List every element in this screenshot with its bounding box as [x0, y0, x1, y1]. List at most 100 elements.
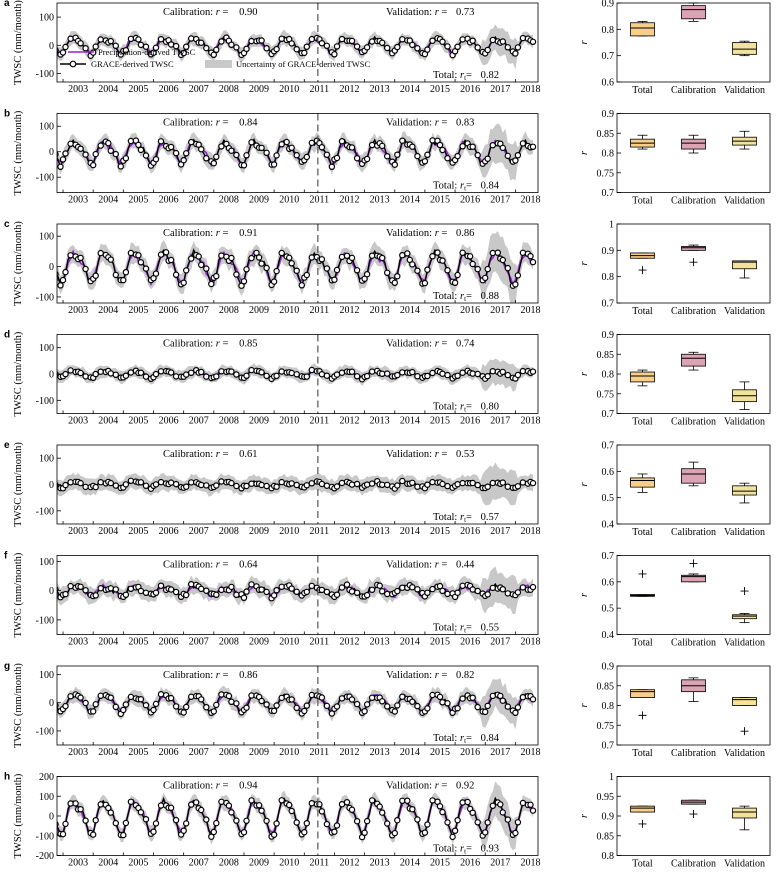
grace-point: [263, 588, 270, 596]
x-tick-label: 2008: [219, 84, 239, 95]
grace-point: [384, 152, 391, 160]
grace-point: [308, 800, 315, 807]
grace-point: [308, 254, 315, 261]
x-tick-label: 2013: [370, 305, 390, 316]
grace-point: [240, 278, 248, 285]
total-prefix: Total:: [433, 623, 460, 634]
grace-point: [273, 702, 280, 709]
calibration-prefix: Calibration:: [163, 228, 216, 239]
total-r-value: 0.84: [481, 181, 500, 192]
y-tick-label: 0: [49, 812, 54, 823]
grace-point: [187, 255, 195, 262]
x-tick-label: 2009: [249, 858, 269, 869]
grace-point: [172, 42, 180, 50]
total-r-label: Total: rt= 0.84: [433, 181, 500, 193]
grace-point: [343, 799, 351, 806]
calibration-prefix: Calibration:: [163, 339, 216, 350]
x-tick-label: 2005: [128, 84, 148, 95]
x-tick-label: 2017: [490, 84, 510, 95]
grace-point: [333, 703, 341, 710]
grace-point: [454, 817, 461, 824]
grace-point: [270, 161, 278, 168]
grace-point: [67, 35, 74, 42]
x-tick-label: 2009: [249, 637, 269, 648]
boxplot-b: 0.7 0.75 0.8 0.85 0.9 r Total Calibration Valida…: [579, 109, 771, 207]
r-symbol: r: [435, 560, 440, 571]
grace-point: [97, 36, 104, 43]
grace-point: [203, 155, 210, 162]
grace-point: [122, 701, 130, 708]
grace-point: [504, 816, 511, 823]
plot-area-g: [57, 678, 537, 730]
y-tick-label: 100: [39, 122, 54, 133]
y-tick-label: 0: [49, 41, 54, 52]
grace-point: [399, 36, 406, 43]
grace-point: [333, 591, 341, 598]
grace-point: [391, 161, 398, 168]
grace-point: [308, 480, 315, 487]
grace-point: [512, 157, 519, 164]
grace-point: [162, 249, 170, 256]
grace-point: [192, 799, 200, 806]
eq-sign: =: [439, 7, 450, 18]
box-y-tick-label: 0.8: [602, 851, 615, 862]
r-symbol: r: [216, 781, 221, 792]
plot-area-f: [57, 566, 537, 615]
grace-point: [331, 276, 338, 283]
box-outlier: [740, 587, 749, 596]
x-tick-label: 2015: [430, 305, 450, 316]
grace-point: [424, 481, 431, 488]
x-tick-label: 2007: [189, 195, 209, 206]
grace-point: [270, 831, 278, 838]
box-total: [630, 689, 655, 699]
grace-point: [213, 153, 220, 160]
grace-point: [529, 583, 537, 591]
total-r-label: Total: rt= 0.84: [433, 733, 500, 745]
r-symbol: r: [216, 7, 221, 18]
grace-point: [303, 373, 310, 380]
calibration-prefix: Calibration:: [163, 118, 216, 129]
box-category-label: Total: [632, 859, 653, 870]
grace-point: [233, 44, 240, 51]
box-y-tick-label: 0.9: [602, 109, 615, 120]
grace-point: [142, 373, 150, 380]
grace-point: [203, 587, 210, 594]
grace-point: [361, 708, 368, 715]
calibration-r-label: Calibration: r = 0.91: [163, 228, 257, 239]
grace-point: [225, 692, 233, 700]
boxplot-e: 0.4 0.5 0.6 0.7 r Total Calibration Validation: [579, 441, 771, 538]
total-r-value: 0.55: [481, 623, 499, 634]
grace-point: [157, 251, 165, 258]
box-y-tick-label: 0.9: [602, 662, 615, 673]
r-symbol: r: [435, 228, 440, 239]
eq-sign: =: [466, 512, 475, 523]
x-tick-label: 2017: [490, 637, 510, 648]
grace-point: [112, 271, 120, 279]
grace-point: [429, 585, 436, 593]
grace-point: [288, 144, 295, 151]
y-tick-label: -100: [36, 396, 54, 407]
box-category-label: Validation: [724, 417, 765, 428]
grace-point: [434, 249, 441, 256]
grace-point: [459, 249, 466, 256]
r-subscript: t: [464, 737, 466, 745]
calibration-r-value: 0.64: [239, 560, 258, 571]
grace-point: [459, 582, 466, 590]
grace-point: [353, 589, 361, 597]
grace-point: [57, 282, 64, 289]
x-tick-label: 2004: [98, 747, 118, 758]
box-ylabel: r: [579, 371, 590, 376]
x-tick-label: 2013: [370, 526, 390, 537]
grace-point: [255, 254, 263, 261]
grace-point: [243, 372, 250, 379]
total-r-label: Total: rt= 0.82: [433, 70, 499, 82]
plot-area-h: [57, 781, 537, 851]
grace-point: [333, 154, 341, 162]
box-y-tick-label: 0.9: [602, 246, 615, 257]
r-symbol: r: [435, 781, 440, 792]
validation-prefix: Validation:: [386, 7, 435, 18]
grace-point: [107, 147, 115, 154]
grace-point: [59, 276, 67, 284]
grace-point: [499, 256, 506, 264]
x-tick-label: 2010: [279, 84, 299, 95]
